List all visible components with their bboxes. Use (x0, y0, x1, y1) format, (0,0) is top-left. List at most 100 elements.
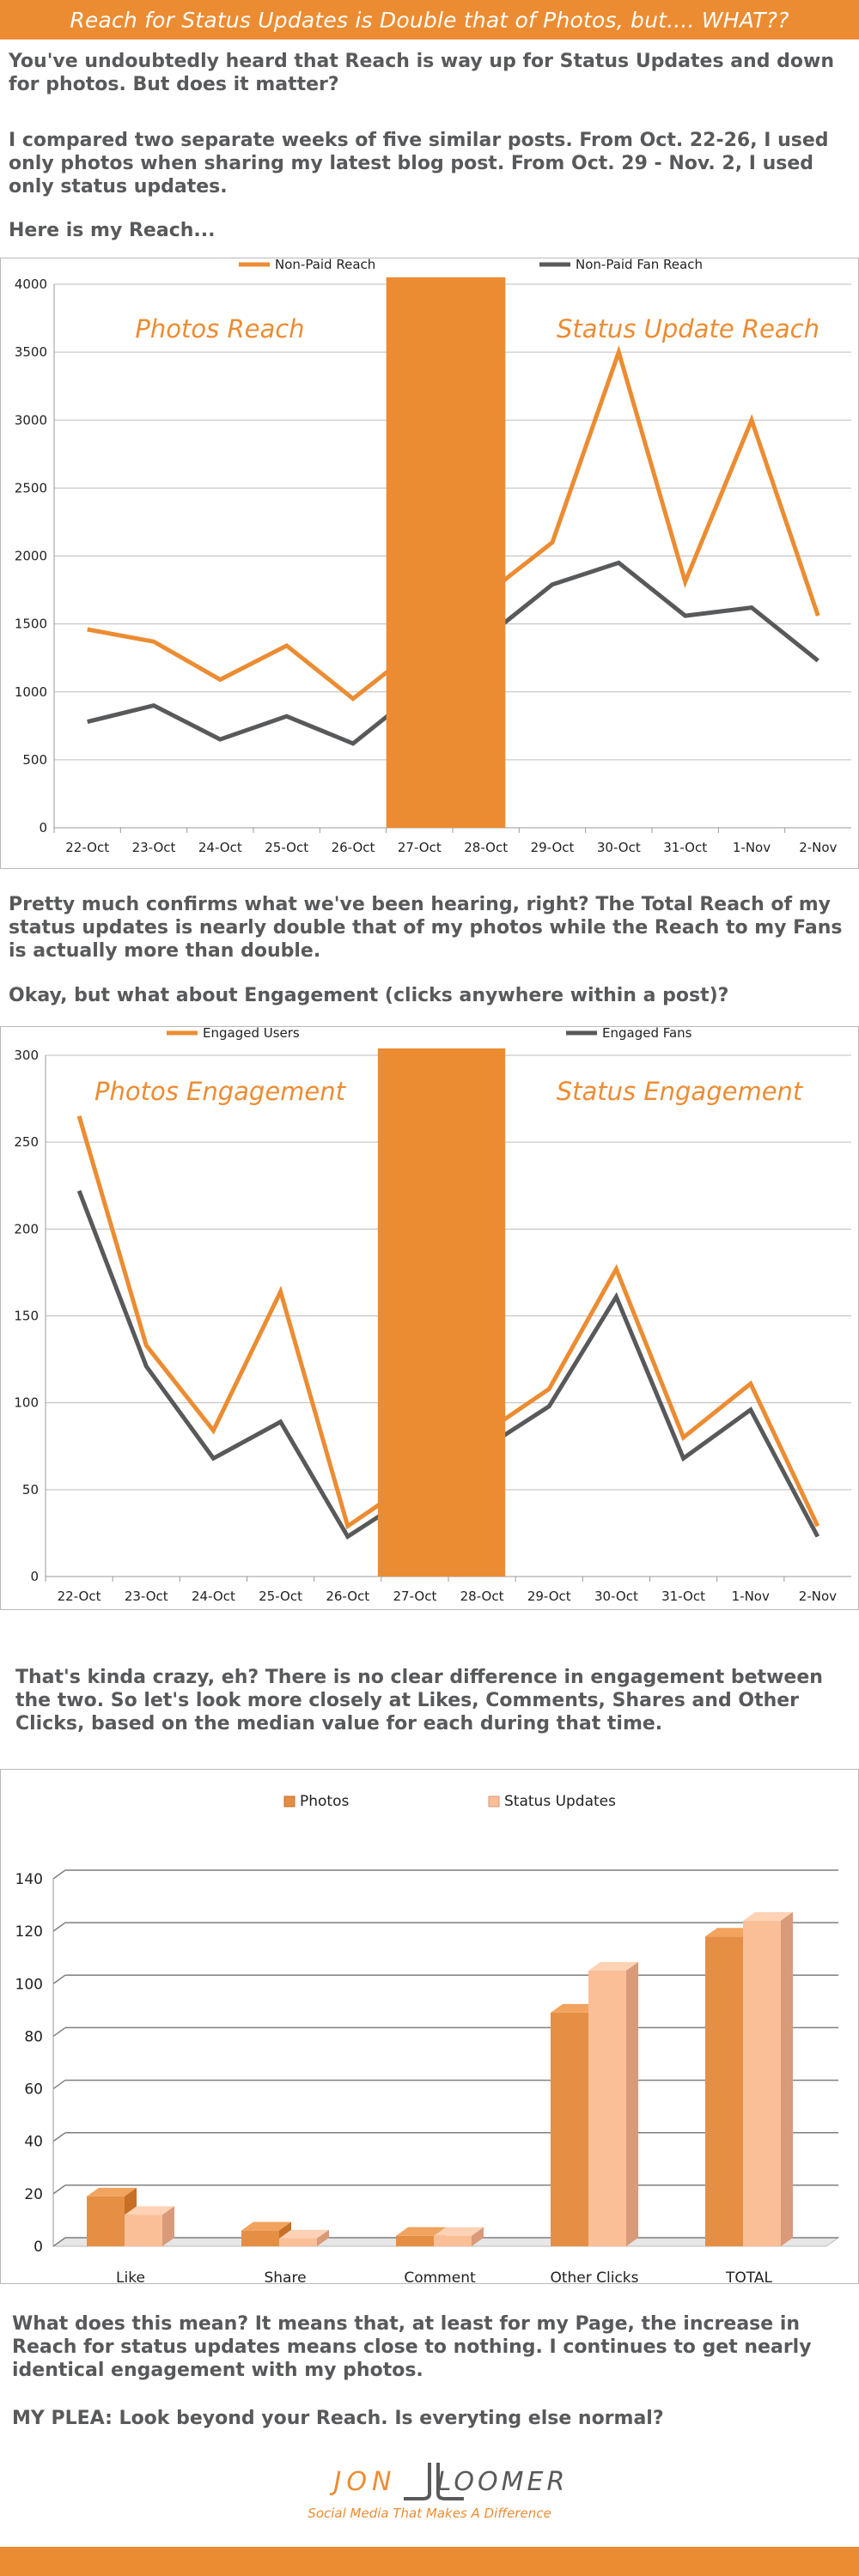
breakdown-xtick-label: Like (116, 2269, 145, 2283)
breakdown-bar-top (279, 2229, 329, 2239)
reach-ytick-label: 2000 (15, 549, 47, 564)
method-paragraph: I compared two separate weeks of five si… (9, 130, 829, 197)
breakdown-bar-photos (705, 1936, 743, 2246)
engagement-xtick-label: 29-Oct (527, 1589, 571, 1604)
breakdown-bar-status (743, 1920, 781, 2246)
engagement-ytick-label: 100 (14, 1395, 39, 1411)
engagement-xtick-label: 26-Oct (326, 1589, 369, 1604)
reach-ytick-label: 500 (22, 752, 47, 768)
reach-xtick-label: 24-Oct (198, 840, 242, 855)
breakdown-bar-status (434, 2235, 472, 2246)
engagement-conclusion-paragraph: That's kinda crazy, eh? There is no clea… (15, 1667, 823, 1735)
reach-ytick-label: 0 (39, 820, 47, 835)
engagement-xtick-label: 25-Oct (259, 1589, 302, 1604)
engagement-ytick-label: 50 (22, 1482, 39, 1498)
reach-ytick-label: 3000 (15, 412, 47, 428)
breakdown-legend-swatch (283, 1795, 295, 1807)
breakdown-xtick-label: Share (264, 2269, 306, 2283)
breakdown-gridline-depth (52, 1922, 66, 1932)
breakdown-legend-label: Status Updates (504, 1793, 616, 1810)
breakdown-bar-top (588, 1962, 638, 1971)
engagement-ytick-label: 300 (14, 1048, 39, 1063)
logo-tagline: Social Media That Makes A Difference (308, 2506, 551, 2521)
breakdown-bar-top (396, 2227, 446, 2236)
engagement-legend-label: Engaged Users (203, 1027, 300, 1041)
reach-xtick-label: 26-Oct (332, 840, 375, 855)
breakdown-bar-photos (396, 2235, 434, 2246)
engagement-xtick-label: 30-Oct (594, 1589, 638, 1604)
breakdown-bar-side (626, 1962, 638, 2246)
breakdown-ytick-label: 80 (24, 2028, 43, 2045)
reach-ytick-label: 1500 (15, 617, 47, 632)
engagement-xtick-label: 28-Oct (460, 1589, 504, 1604)
reach-ytick-label: 4000 (15, 276, 47, 292)
breakdown-bar-top (241, 2221, 291, 2231)
breakdown-gridline-depth (52, 2026, 66, 2038)
page-title: Reach for Status Updates is Double that … (70, 7, 789, 33)
engagement-intro-text: Okay, but what about Engagement (clicks … (9, 985, 729, 1006)
breakdown-ytick-label: 120 (15, 1923, 43, 1941)
engagement-ytick-label: 0 (30, 1569, 39, 1584)
breakdown-bar-side (781, 1911, 793, 2246)
reach-xtick-label: 28-Oct (464, 840, 508, 855)
engagement-xtick-label: 24-Oct (192, 1589, 235, 1604)
reach-chart-svg: 0 500 1000 1500 2000 2500 3000 3500 4000 22-Oct 23… (15, 258, 851, 855)
brand-logo: JON LOOMER Social Media That Makes A Dif… (275, 2456, 584, 2524)
breakdown-bar-side (317, 2229, 329, 2246)
reach-xtick-label: 27-Oct (398, 840, 442, 855)
breakdown-xtick-label: Other Clicks (550, 2269, 638, 2283)
breakdown-xtick-label: TOTAL (725, 2269, 772, 2283)
logo-mark-left (404, 2463, 431, 2500)
reach-chart: 0 500 1000 1500 2000 2500 3000 3500 4000 22-Oct 23… (0, 258, 859, 869)
breakdown-bar-photos (551, 2012, 588, 2246)
breakdown-bar-side (472, 2227, 484, 2246)
reach-xtick-label: 2-Nov (799, 840, 837, 855)
breakdown-bar-status (125, 2215, 162, 2246)
breakdown-ytick-label: 20 (24, 2186, 43, 2203)
breakdown-chart: 0 20 40 60 80 100 120 140 Like Share Comment Other … (0, 1769, 859, 2284)
breakdown-ytick-label: 40 (24, 2134, 43, 2151)
breakdown-bar-top (125, 2206, 174, 2215)
engagement-annotation-right: Status Engagement (557, 1077, 804, 1106)
engagement-xtick-label: 1-Nov (732, 1589, 770, 1604)
breakdown-bar-top (743, 1911, 793, 1921)
reach-xtick-label: 22-Oct (65, 840, 109, 855)
breakdown-bar-status (279, 2238, 317, 2246)
engagement-xtick-label: 27-Oct (393, 1589, 436, 1604)
reach-xtick-label: 31-Oct (663, 840, 707, 855)
reach-legend-label: Non-Paid Reach (275, 258, 375, 272)
page-header: Reach for Status Updates is Double that … (0, 0, 859, 39)
breakdown-gridline-depth (52, 2132, 66, 2142)
breakdown-bar-top (705, 1928, 755, 1937)
logo-mark-right (436, 2463, 464, 2500)
reach-xtick-label: 23-Oct (132, 840, 176, 855)
footer-bar (0, 2547, 859, 2576)
breakdown-gridline-depth (52, 2184, 66, 2195)
breakdown-legend-swatch (488, 1795, 500, 1807)
breakdown-ytick-label: 100 (15, 1976, 43, 1993)
breakdown-bar-top (551, 2003, 600, 2013)
breakdown-ytick-label: 140 (15, 1871, 43, 1888)
engagement-ytick-label: 250 (14, 1134, 39, 1150)
reach-annotation-right: Status Update Reach (557, 314, 819, 343)
breakdown-bar-photos (87, 2196, 125, 2246)
reach-xtick-label: 25-Oct (265, 840, 308, 855)
breakdown-gridline-depth (52, 2237, 66, 2247)
meaning-paragraph: What does this mean? It means that, at l… (12, 2313, 812, 2381)
breakdown-ytick-label: 0 (34, 2239, 43, 2256)
breakdown-ytick-label: 60 (24, 2081, 43, 2099)
engagement-ytick-label: 200 (14, 1221, 39, 1236)
breakdown-bar-top (87, 2187, 137, 2196)
reach-annotation-left: Photos Reach (135, 314, 304, 343)
breakdown-gridline-depth (52, 1974, 66, 1984)
engagement-xtick-label: 22-Oct (58, 1589, 101, 1604)
logo-name-left: JON (330, 2467, 397, 2497)
reach-legend-label: Non-Paid Fan Reach (576, 258, 703, 272)
engagement-xtick-label: 2-Nov (799, 1589, 837, 1604)
engagement-xtick-label: 31-Oct (661, 1589, 705, 1604)
engagement-xtick-label: 23-Oct (125, 1589, 168, 1604)
reach-ytick-label: 3500 (15, 344, 47, 360)
engagement-chart-svg: 0 50 100 150 200 250 300 22-Oct 23-Oct 24-Oct 25-O… (14, 1027, 851, 1604)
intro-paragraph: You've undoubtedly heard that Reach is w… (9, 51, 834, 95)
breakdown-legend-label: Photos (300, 1793, 349, 1810)
